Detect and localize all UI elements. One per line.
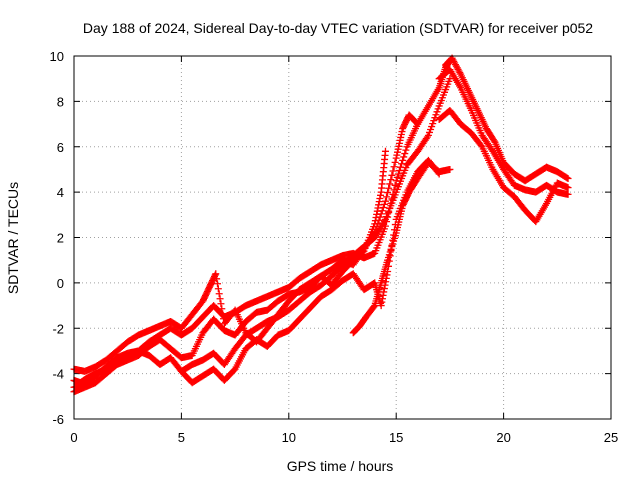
data-point [371, 229, 379, 237]
data-point-interp [388, 171, 396, 179]
data-point-interp [359, 248, 367, 256]
y-tick-label: -4 [52, 367, 64, 382]
data-point-interp [215, 290, 223, 298]
data-point [564, 184, 572, 192]
data-point-interp [214, 285, 222, 293]
y-tick-label: 0 [57, 276, 64, 291]
axis-ticks: 0 5 10 15 20 25 -6 -4 -2 0 2 4 6 8 10 [50, 49, 619, 445]
y-axis-label: SDTVAR / TECUs [5, 182, 21, 294]
data-point-interp [213, 275, 221, 283]
x-tick-label: 0 [70, 430, 77, 445]
data-point [564, 190, 572, 198]
data-point-interp [218, 305, 226, 313]
data-point-interp [393, 173, 401, 181]
plot-frame [73, 55, 612, 420]
series-trace-5 [177, 156, 443, 387]
series-trace-9 [435, 106, 572, 226]
data-point-interp [391, 181, 399, 189]
data-point-interp [216, 295, 224, 303]
data-point-interp [563, 174, 571, 182]
data-point-interp [402, 146, 410, 154]
chart-title: Day 188 of 2024, Sidereal Day-to-day VTE… [83, 20, 593, 36]
y-tick-label: -2 [52, 321, 64, 336]
data-point-interp [413, 119, 421, 127]
data-point-interp [217, 300, 225, 308]
data-point-interp [213, 280, 221, 288]
y-tick-label: 2 [57, 231, 64, 246]
x-tick-label: 20 [496, 430, 510, 445]
x-axis-label: GPS time / hours [287, 458, 394, 474]
x-tick-label: 15 [389, 430, 403, 445]
data-point [414, 120, 422, 128]
data-point-interp [423, 133, 431, 141]
data-point-interp [400, 153, 408, 161]
y-tick-label: 4 [57, 185, 64, 200]
data-point-interp [477, 141, 485, 149]
series-trace-8 [435, 66, 572, 198]
data-point-interp [384, 189, 392, 197]
data-point [381, 197, 389, 205]
data-point [212, 270, 220, 278]
x-tick-label: 25 [604, 430, 618, 445]
data-point-interp [401, 150, 409, 158]
data-point [564, 175, 572, 183]
data-point [446, 165, 454, 173]
grid [74, 56, 611, 419]
data-point-interp [383, 193, 391, 201]
data-point-interp [398, 160, 406, 168]
x-tick-label: 10 [282, 430, 296, 445]
y-tick-label: 8 [57, 94, 64, 109]
data-point-interp [399, 156, 407, 164]
series-trace-7 [442, 54, 572, 185]
data-point [381, 147, 389, 155]
data-point-interp [385, 184, 393, 192]
data-point-interp [390, 163, 398, 171]
series-trace-6 [349, 159, 454, 337]
series-trace-2 [70, 75, 454, 391]
data-point-interp [370, 303, 378, 311]
y-tick-label: 6 [57, 140, 64, 155]
series-trace-4 [70, 147, 389, 375]
y-tick-label: 10 [50, 49, 64, 64]
data-point-interp [391, 158, 399, 166]
data-point-interp [389, 167, 397, 175]
data-point-interp [387, 176, 395, 184]
y-tick-label: -6 [52, 412, 64, 427]
data-point-interp [219, 310, 227, 318]
data-point-interp [394, 170, 402, 178]
x-tick-label: 5 [178, 430, 185, 445]
data-points [70, 54, 572, 396]
data-point-interp [386, 180, 394, 188]
